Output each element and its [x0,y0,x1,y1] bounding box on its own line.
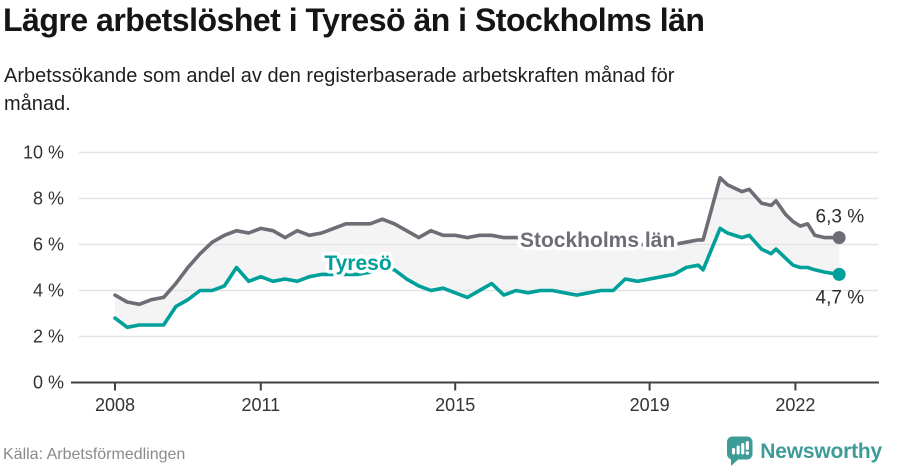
series-line-1 [113,226,841,330]
series-end-value-1: 4,7 % [816,287,865,308]
series-end-dot-1 [832,267,846,281]
series-end-value-0: 6,3 % [816,207,865,228]
series-gap-band [115,177,840,328]
newsworthy-wordmark: Newsworthy [760,439,882,463]
subtitle-line-2: månad. [4,93,71,115]
subtitle-line-1: Arbetssökande som andel av den registerb… [4,65,675,87]
y-tick-label-10: 10 % [23,143,64,163]
page-title: Lägre arbetslöshet i Tyresö än i Stockho… [3,2,705,38]
x-tick-label-2008: 2008 [95,395,135,415]
y-tick-label-4: 4 % [33,281,64,301]
y-tick-label-8: 8 % [33,189,64,209]
series-label-0: Stockholms län [520,229,675,252]
y-tick-label-2: 2 % [33,327,64,347]
page-subtitle: Arbetssökande som andel av den registerb… [4,62,849,118]
series-line-0 [113,176,841,307]
x-tick-label-2019: 2019 [630,395,670,415]
y-tick-label-0: 0 % [33,373,64,393]
x-tick-label-2022: 2022 [775,395,815,415]
x-tick-label-2015: 2015 [435,395,475,415]
x-tick-label-2011: 2011 [241,395,280,415]
series-end-dot-0 [832,231,846,245]
series-label-1: Tyresö [324,252,391,275]
y-tick-label-6: 6 % [33,235,64,255]
newsworthy-logo[interactable]: Newsworthy [726,436,882,467]
newsworthy-icon [727,436,753,466]
source-note: Källa: Arbetsförmedlingen [3,446,186,463]
